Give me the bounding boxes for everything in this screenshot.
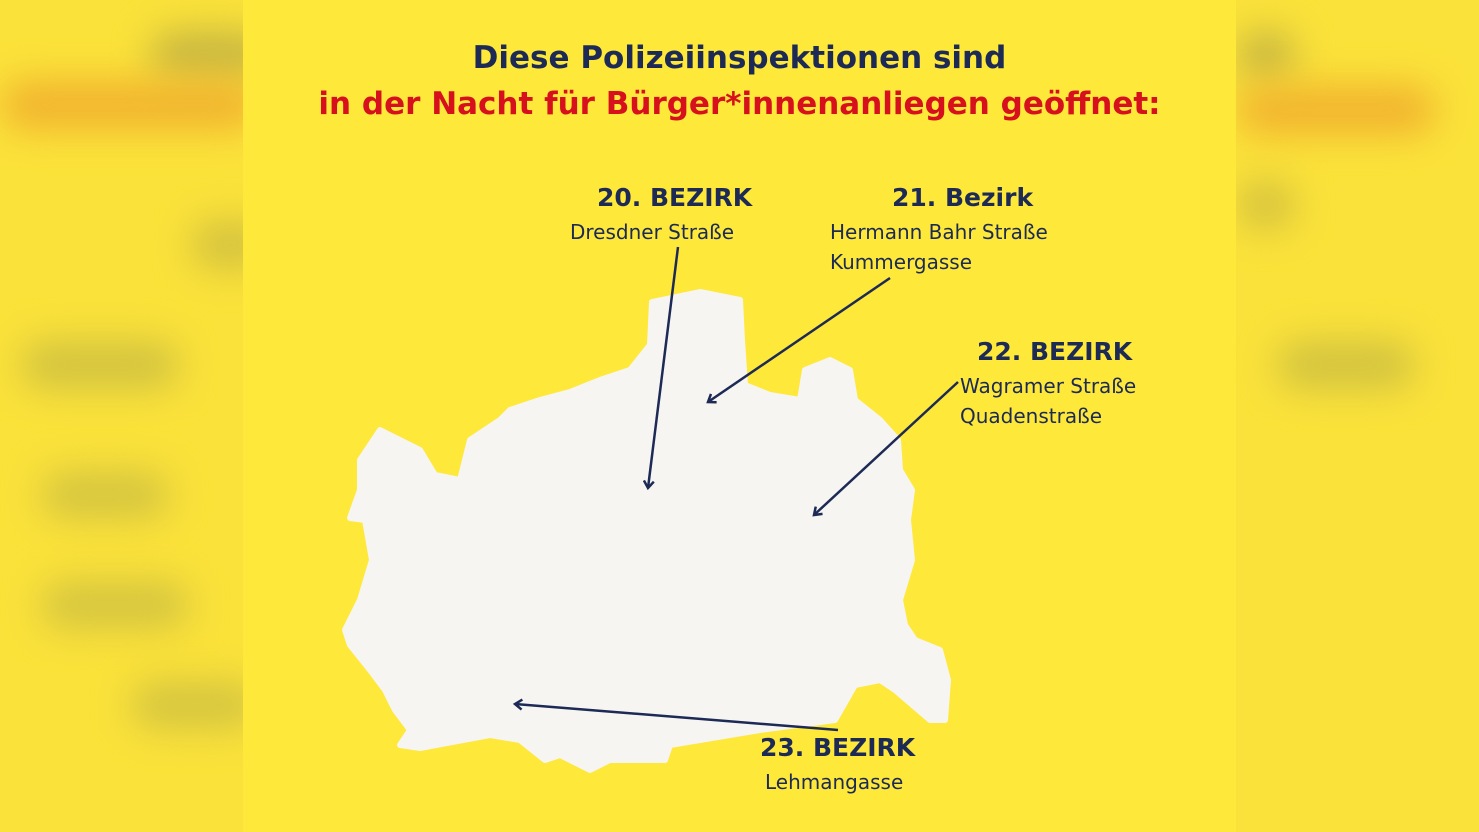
arrow-20-bezirk: [648, 246, 680, 488]
district-22-heading: 22. BEZIRK: [977, 337, 1133, 366]
district-22-street-2: Quadenstraße: [960, 404, 1102, 428]
arrow-22-bezirk: [814, 381, 959, 515]
district-20-street: Dresdner Straße: [570, 220, 735, 244]
blurred-background-right: [1236, 0, 1479, 832]
arrow-23-bezirk: [515, 704, 839, 732]
title-line-1: Diese Polizeiinspektionen sind: [472, 40, 1007, 76]
title-line-2: in der Nacht für Bürger*innenanliegen ge…: [318, 86, 1161, 122]
district-23-heading: 23. BEZIRK: [760, 733, 916, 762]
vienna-outline: [342, 289, 951, 773]
arrow-21-bezirk: [708, 276, 891, 402]
district-22-street-1: Wagramer Straße: [960, 374, 1137, 398]
blurred-background-left: [0, 0, 243, 832]
district-21-heading: 21. Bezirk: [892, 183, 1034, 212]
district-21-street-2: Kummergasse: [830, 250, 973, 274]
district-23-street: Lehmangasse: [765, 770, 904, 794]
district-21-street-1: Hermann Bahr Straße: [830, 220, 1048, 244]
district-20-heading: 20. BEZIRK: [597, 183, 753, 212]
